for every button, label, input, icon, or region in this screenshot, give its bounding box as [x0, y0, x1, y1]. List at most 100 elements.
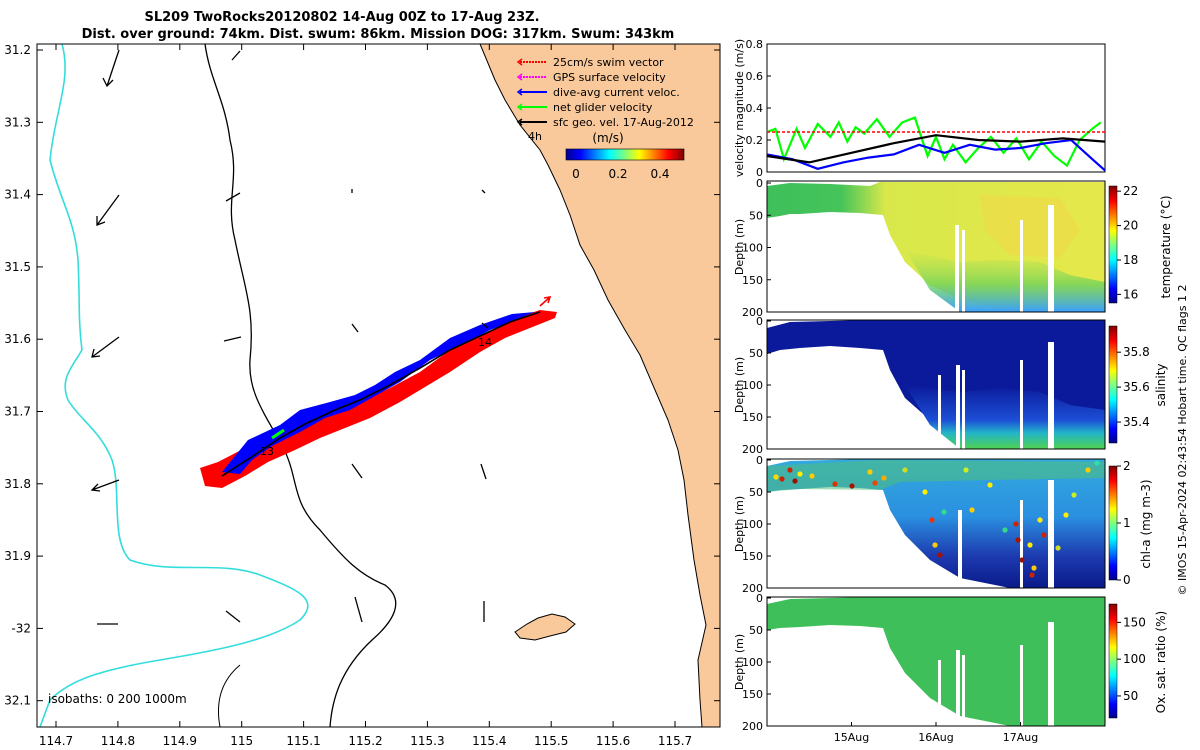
oxCbar-label-2: 150	[1123, 615, 1146, 629]
chla-dot-10	[881, 475, 887, 481]
legend-label-3: net glider velocity	[553, 101, 653, 114]
chlTicks-label-2: 100	[742, 518, 763, 531]
map-xtick-label-8: 115.5	[534, 734, 568, 748]
legend-label-2: dive-avg current veloc.	[553, 86, 680, 99]
map-xtick-label-6: 115.3	[410, 734, 444, 748]
chla-dot-13	[929, 517, 935, 523]
chla-ylabel: Depth (m)	[733, 496, 746, 552]
salinity-deep-field	[905, 385, 1105, 449]
tempTicks-label-1: 50	[749, 209, 763, 222]
chla-dot-11	[902, 467, 908, 473]
map-xtick-label-9: 115.6	[596, 734, 630, 748]
date-tick-label-1: 16Aug	[918, 731, 953, 744]
temperature-gaps	[955, 205, 1054, 312]
map-xtick-label-10: 115.7	[658, 734, 692, 748]
chla-dot-16	[941, 509, 947, 515]
chla-dot-1	[779, 476, 785, 482]
salCbar-label-0: 35.4	[1123, 415, 1150, 429]
chla-dot-2	[787, 467, 793, 473]
tempTicks-label-2: 100	[742, 242, 763, 255]
chla-dot-28	[1041, 532, 1047, 538]
temperature-core	[980, 195, 1080, 258]
tempTicks-label-4: 200	[742, 306, 763, 319]
chla-cbar-label: chl-a (mg m-3)	[1139, 479, 1153, 568]
legend-arrowhead-2	[516, 88, 523, 96]
chlTicks-label-4: 200	[742, 582, 763, 595]
velocity-panel: 0 0.2 0.4 0.6 0.8 velocity magnitude (m/s)	[733, 38, 1106, 179]
chla-dot-26	[1031, 565, 1037, 571]
velocity-series-3	[766, 134, 1106, 164]
tempCbar-label-2: 20	[1123, 219, 1138, 233]
temperature-colorbar	[1108, 185, 1118, 304]
map-panel: 14 13 25cm/s swim vector GPS surface velo…	[4, 43, 721, 748]
salinity-ylabel: Depth (m)	[733, 357, 746, 413]
oxygen-gaps	[938, 622, 1054, 726]
velocity-ytick-label-1: 0.2	[746, 134, 764, 147]
map-frame	[36, 43, 721, 728]
map-xtick-label-2: 114.9	[163, 734, 197, 748]
velocity-frame	[766, 43, 1106, 173]
chla-panel: 0 50 100 150 200 Depth (m) 0 1 2 chl-a (mg m-3…	[733, 454, 1153, 595]
map-xtick-label-7: 115.4	[472, 734, 506, 748]
salTicks-label-1: 50	[749, 347, 763, 360]
legend-arrowhead-0	[516, 58, 523, 66]
track-label-14: 14	[478, 336, 492, 349]
chla-gaps	[958, 480, 1054, 588]
salCbar-label-2: 35.8	[1123, 345, 1150, 359]
velocity-ytick-label-4: 0.8	[746, 38, 764, 51]
chlCbar-label-1: 1	[1123, 516, 1131, 530]
map-colorbar-tick-1: 0.2	[608, 167, 627, 181]
map-ytick-label-6: 31.8	[4, 477, 31, 491]
figure-title-line2: Dist. over ground: 74km. Dist. swum: 86k…	[82, 27, 675, 42]
oxygen-panel: 0 50 100 150 200 Depth (m) 50 100 150 Ox. sat.…	[733, 592, 1168, 744]
legend-label-0: 25cm/s swim vector	[553, 56, 664, 69]
chla-dot-20	[1002, 527, 1008, 533]
glider-track	[221, 311, 541, 477]
map-legend: 25cm/s swim vector GPS surface velocity di…	[516, 56, 694, 181]
chla-dot-22	[1015, 537, 1021, 543]
salinity-colorbar	[1108, 325, 1118, 444]
chla-dot-18	[969, 507, 975, 513]
oxTicks-label-3: 150	[742, 688, 763, 701]
island	[514, 613, 576, 641]
oxTicks-label-1: 50	[749, 624, 763, 637]
map-axes: 114.7 114.8 114.9 115 115.1 115.2 115.3 115.4 11…	[4, 43, 720, 748]
velocity-series-2	[766, 138, 1106, 172]
temperature-ylabel: Depth (m)	[733, 219, 746, 275]
colorbar-marker-4h: 4h	[528, 130, 542, 143]
chlCbar-label-0: 0	[1123, 573, 1131, 587]
chlTicks-label-3: 150	[742, 550, 763, 563]
map-ytick-label-0: 31.2	[4, 43, 31, 57]
isobaths-label: isobaths: 0 200 1000m	[48, 692, 187, 706]
map-xtick-label-5: 115.2	[348, 734, 382, 748]
geostrophic-vectors	[90, 49, 489, 625]
map-xtick-label-3: 115	[230, 734, 253, 748]
map-ytick-label-4: 31.6	[4, 332, 31, 346]
chla-dot-24	[1027, 542, 1033, 548]
chla-dot-6	[832, 481, 838, 487]
temperature-cbar-label: temperature (°C)	[1159, 196, 1173, 299]
chlTicks-label-0: 0	[756, 454, 763, 467]
swim-vector-band	[200, 310, 557, 488]
map-ytick-label-8: -32	[11, 621, 31, 635]
credit-text: © IMOS 15-Apr-2024 02:43:54 Hobart time.…	[1176, 285, 1189, 596]
oxTicks-label-4: 200	[742, 720, 763, 733]
land-area	[479, 43, 721, 728]
tempCbar-label-3: 22	[1123, 184, 1138, 198]
figure-title-line1: SL209 TwoRocks20120802 14-Aug 00Z to 17-…	[144, 10, 539, 25]
isobath-0m	[217, 664, 241, 728]
oxTicks-label-2: 100	[742, 656, 763, 669]
chla-dot-21	[1013, 521, 1019, 527]
map-ytick-label-9: 32.1	[4, 694, 31, 708]
oxCbar-label-1: 100	[1123, 652, 1146, 666]
colorbar-label: (m/s)	[592, 131, 623, 145]
isobath-1000m	[39, 43, 309, 728]
chla-dot-27	[1037, 517, 1043, 523]
salinity-panel: 0 50 100 150 200 Depth (m) 35.4 35.6 35.8 sali…	[733, 315, 1168, 456]
salinity-gaps	[938, 342, 1054, 449]
track-end-arrow	[539, 295, 552, 307]
velocity-series-1	[766, 116, 1102, 168]
velocity-ytick-label-2: 0.4	[746, 102, 764, 115]
date-tick-label-0: 15Aug	[834, 731, 869, 744]
salCbar-label-1: 35.6	[1123, 380, 1150, 394]
